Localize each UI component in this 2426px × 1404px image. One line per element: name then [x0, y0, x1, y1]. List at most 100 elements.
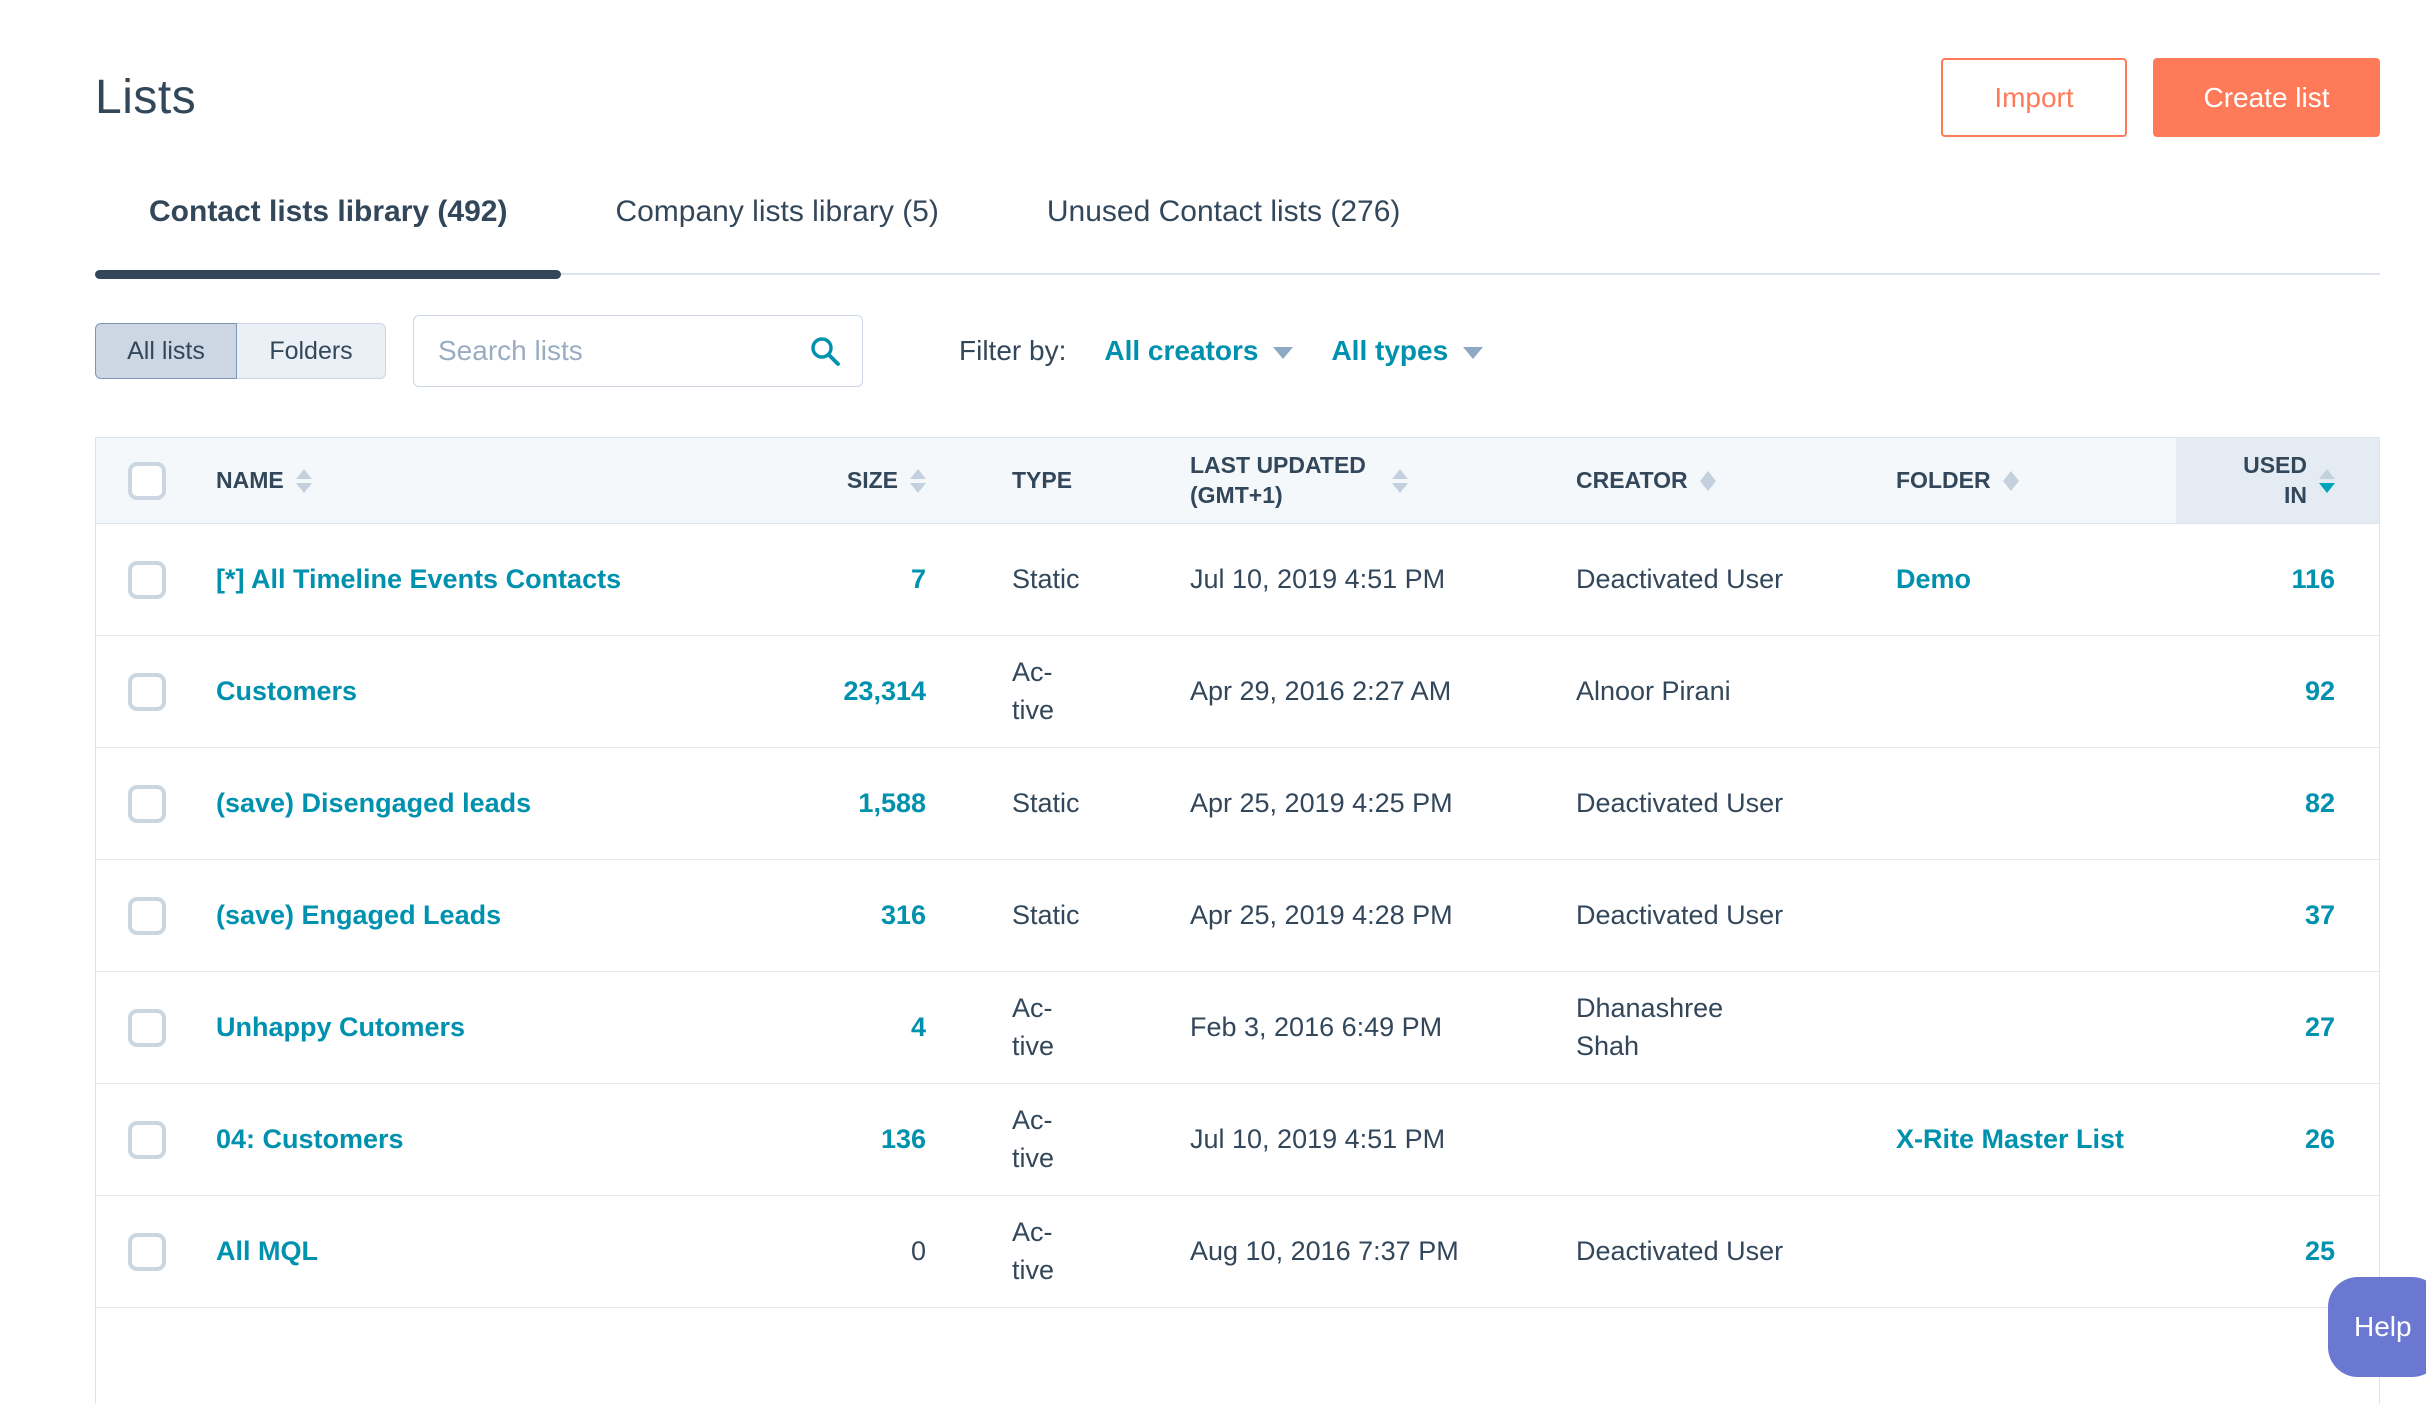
list-controls: All lists Folders Filter by: All creator… — [95, 315, 2380, 387]
list-name-link[interactable]: Unhappy Cutomers — [216, 1012, 466, 1042]
list-type-value: Static — [1012, 899, 1080, 930]
list-name-link[interactable]: (save) Engaged Leads — [216, 900, 502, 930]
table-row: [*] All Timeline Events Contacts 7 Stati… — [96, 524, 2379, 636]
help-button[interactable]: Help — [2328, 1277, 2426, 1377]
table-body: [*] All Timeline Events Contacts 7 Stati… — [96, 524, 2379, 1308]
last-updated-cell: Feb 3, 2016 6:49 PM — [1186, 1012, 1576, 1043]
used-in-cell: 116 — [2176, 564, 2379, 595]
creators-filter-dropdown[interactable]: All creators — [1104, 335, 1294, 367]
list-size-value[interactable]: 136 — [880, 1124, 926, 1154]
creator-cell: Deactivated User — [1576, 785, 1896, 823]
used-in-value[interactable]: 25 — [2304, 1236, 2335, 1266]
row-checkbox-cell — [96, 672, 216, 711]
select-all-checkbox[interactable] — [128, 461, 166, 500]
used-in-value[interactable]: 37 — [2304, 900, 2335, 930]
row-checkbox[interactable] — [128, 1120, 166, 1159]
chevron-down-icon — [1463, 347, 1484, 359]
last-updated-cell: Jul 10, 2019 4:51 PM — [1186, 564, 1576, 595]
tab-company-lists-library[interactable]: Company lists library (5) — [615, 195, 939, 228]
table-row: All MQL 0 Ac­tive Aug 10, 2016 7:37 PM D… — [96, 1196, 2379, 1308]
list-size-value[interactable]: 316 — [880, 900, 926, 930]
list-size-value[interactable]: 4 — [910, 1012, 926, 1042]
creator-cell: Alnoor Pirani — [1576, 673, 1896, 711]
view-toggle: All lists Folders — [95, 323, 386, 379]
column-header-used-in[interactable]: USED IN — [2176, 438, 2379, 523]
create-list-button[interactable]: Create list — [2153, 58, 2380, 137]
list-name-link[interactable]: (save) Disengaged leads — [216, 788, 532, 818]
list-size-value[interactable]: 23,314 — [843, 676, 926, 706]
column-header-size[interactable]: SIZE — [706, 438, 926, 523]
used-in-value[interactable]: 116 — [2291, 564, 2335, 594]
last-updated-cell: Apr 29, 2016 2:27 AM — [1186, 676, 1576, 707]
list-size-value[interactable]: 0 — [910, 1236, 926, 1266]
used-in-value[interactable]: 27 — [2304, 1012, 2335, 1042]
sort-arrows-icon[interactable] — [1392, 468, 1408, 493]
list-size-value[interactable]: 7 — [910, 564, 926, 594]
list-name-cell: 04: Customers — [216, 1124, 706, 1155]
list-name-link[interactable]: 04: Customers — [216, 1124, 404, 1154]
creator-value: Alnoor Pirani — [1576, 675, 1731, 706]
row-checkbox-cell — [96, 1008, 216, 1047]
creator-value: Deactivated User — [1576, 563, 1784, 594]
list-type-cell: Static — [926, 561, 1186, 599]
column-header-folder[interactable]: FOLDER — [1896, 438, 2176, 523]
creator-cell — [1576, 1124, 1896, 1155]
list-name-cell: (save) Engaged Leads — [216, 900, 706, 931]
row-checkbox[interactable] — [128, 1008, 166, 1047]
tab-contact-lists-library[interactable]: Contact lists library (492) — [95, 195, 562, 279]
row-checkbox[interactable] — [128, 896, 166, 935]
column-header-type: TYPE — [1012, 467, 1073, 494]
row-checkbox-cell — [96, 1232, 216, 1271]
search-icon[interactable] — [809, 335, 841, 367]
tab-unused-contact-lists[interactable]: Unused Contact lists (276) — [1046, 195, 1401, 228]
toggle-folders[interactable]: Folders — [236, 323, 386, 379]
row-checkbox[interactable] — [128, 784, 166, 823]
folder-link[interactable]: Demo — [1896, 564, 1972, 594]
search-input[interactable] — [413, 315, 863, 387]
row-checkbox-cell — [96, 1120, 216, 1159]
row-checkbox[interactable] — [128, 1232, 166, 1271]
creators-filter-label: All creators — [1104, 335, 1259, 366]
used-in-value[interactable]: 26 — [2304, 1124, 2335, 1154]
sort-arrows-icon[interactable] — [295, 468, 312, 493]
creator-value: Deactivated User — [1576, 787, 1784, 818]
used-in-value[interactable]: 82 — [2304, 788, 2335, 818]
last-updated-cell: Jul 10, 2019 4:51 PM — [1186, 1124, 1576, 1155]
column-header-name[interactable]: NAME — [216, 438, 706, 523]
folder-link[interactable]: X-Rite Master List — [1896, 1124, 2125, 1154]
list-type-value: Static — [1012, 787, 1080, 818]
list-name-link[interactable]: All MQL — [216, 1236, 318, 1266]
row-checkbox[interactable] — [128, 560, 166, 599]
used-in-cell: 25 — [2176, 1236, 2379, 1267]
toggle-all-lists[interactable]: All lists — [95, 323, 237, 379]
last-updated-cell: Aug 10, 2016 7:37 PM — [1186, 1236, 1576, 1267]
used-in-cell: 27 — [2176, 1012, 2379, 1043]
column-header-last-updated[interactable]: LAST UPDATED (GMT+1) — [1186, 438, 1576, 523]
last-updated-cell: Apr 25, 2019 4:25 PM — [1186, 788, 1576, 819]
table-row: 04: Customers 136 Ac­tive Jul 10, 2019 4… — [96, 1084, 2379, 1196]
types-filter-dropdown[interactable]: All types — [1331, 335, 1484, 367]
row-checkbox[interactable] — [128, 672, 166, 711]
last-updated-value: Jul 10, 2019 4:51 PM — [1190, 564, 1446, 594]
sort-arrows-icon[interactable] — [2002, 470, 2019, 491]
last-updated-value: Feb 3, 2016 6:49 PM — [1190, 1012, 1443, 1042]
list-size-cell: 0 — [706, 1236, 926, 1267]
list-type-value: Static — [1012, 563, 1080, 594]
sort-arrows-icon[interactable] — [2319, 468, 2335, 493]
list-name-link[interactable]: [*] All Timeline Events Contacts — [216, 564, 622, 594]
list-size-cell: 136 — [706, 1124, 926, 1155]
sort-arrows-icon[interactable] — [910, 468, 926, 493]
page-title: Lists — [95, 71, 197, 124]
list-size-cell: 7 — [706, 564, 926, 595]
header-actions: Import Create list — [1941, 58, 2380, 137]
import-button[interactable]: Import — [1941, 58, 2127, 137]
sort-arrows-icon[interactable] — [1699, 470, 1716, 491]
column-header-creator[interactable]: CREATOR — [1576, 438, 1896, 523]
used-in-cell: 92 — [2176, 676, 2379, 707]
list-name-link[interactable]: Customers — [216, 676, 358, 706]
used-in-cell: 82 — [2176, 788, 2379, 819]
list-size-cell: 4 — [706, 1012, 926, 1043]
list-size-value[interactable]: 1,588 — [858, 788, 926, 818]
partial-next-row — [96, 1308, 2379, 1404]
used-in-value[interactable]: 92 — [2304, 676, 2335, 706]
